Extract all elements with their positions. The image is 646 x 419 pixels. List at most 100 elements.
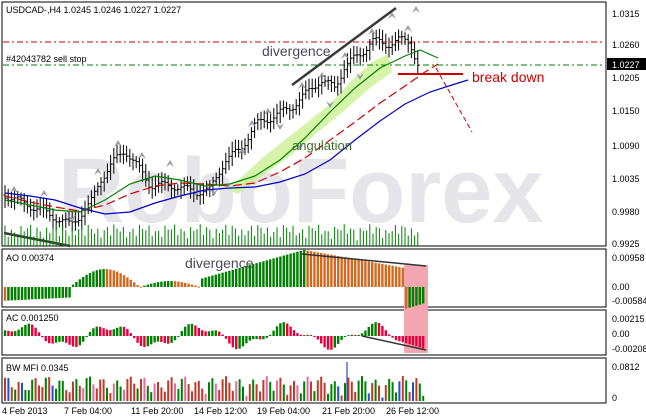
mfi-bar [21, 382, 23, 401]
ao-bar [303, 249, 306, 287]
mfi-bar [38, 385, 40, 401]
ao-bar [258, 262, 262, 287]
ac-bar [48, 336, 51, 344]
ao-bar [58, 287, 61, 299]
mfi-bar [116, 380, 119, 401]
mfi-bar [221, 379, 224, 401]
chart-title: USDCAD-,H4 1.0245 1.0246 1.0227 1.0227 [6, 5, 181, 15]
mfi-bar [269, 381, 272, 401]
mfi-bar [391, 382, 394, 401]
ac-bar [34, 327, 37, 336]
mfi-histogram [4, 362, 425, 401]
mfi-bar [412, 382, 414, 401]
ac-bar [54, 336, 58, 343]
mfi-bar [163, 391, 166, 401]
ac-bar [82, 336, 85, 342]
time-tick: 21 Feb 20:00 [322, 406, 375, 416]
ac-bar [354, 335, 357, 337]
ac-bar [306, 334, 309, 336]
ao-bar [231, 269, 234, 287]
fractal-arrow [10, 186, 18, 193]
mfi-bar [401, 376, 404, 401]
fractal-arrow [94, 168, 102, 175]
mfi-bar [310, 381, 312, 401]
ao-bar [37, 287, 41, 300]
ac-divergence-line [361, 335, 427, 351]
ao-bar [235, 268, 238, 287]
ao-bar [279, 256, 282, 287]
mfi-bar [31, 379, 34, 401]
mfi-bar [119, 386, 122, 401]
ac-bar [408, 336, 411, 345]
ao-bar [371, 262, 374, 287]
ac-bar [367, 326, 370, 336]
ao-bar [82, 276, 85, 287]
ao-bar [177, 281, 180, 287]
ac-bar [204, 331, 207, 336]
ao-bar [197, 286, 200, 288]
ac-bar [394, 336, 398, 341]
watermark: RoboForex [58, 140, 544, 242]
ac-bar [116, 327, 119, 336]
mfi-bar [140, 379, 142, 401]
ao-bar [20, 287, 24, 300]
order-label[interactable]: #42043782 sell stop [6, 54, 87, 64]
ao-bar [262, 261, 265, 287]
mfi-bar [395, 392, 397, 401]
mfi-bar [194, 382, 197, 401]
ac-bar [126, 329, 129, 336]
alligator-teeth-line [4, 63, 439, 212]
ac-bar [61, 336, 64, 342]
ac-bar [184, 326, 187, 336]
mfi-bar [289, 385, 292, 401]
ac-bar [156, 336, 160, 342]
ao-bar [54, 287, 58, 299]
ao-bar [299, 250, 302, 287]
ao-bar [340, 256, 343, 287]
ac-bar [350, 334, 353, 336]
ao-bar [422, 287, 425, 304]
ac-bar [24, 324, 27, 336]
ao-bar [78, 279, 81, 287]
ac-bar [371, 323, 374, 336]
time-tick: 19 Feb 04:00 [257, 406, 310, 416]
mfi-bar [85, 378, 88, 401]
ao-bar [224, 271, 228, 287]
ac-bar [27, 323, 30, 336]
mfi-bar [279, 377, 282, 401]
ao-bar [17, 287, 20, 301]
mfi-bar [245, 395, 248, 401]
ac-bar [422, 336, 425, 349]
mfi-bar [170, 377, 173, 401]
ao-bar [68, 287, 71, 298]
mfi-bar [330, 384, 333, 401]
time-tick: 14 Feb 12:00 [194, 406, 247, 416]
ao-bar [360, 260, 364, 287]
ac-bar [71, 336, 75, 347]
ao-bar [119, 273, 122, 287]
ac-bar [102, 328, 105, 336]
ao-bar [289, 253, 292, 287]
ac-bar [105, 329, 109, 336]
mfi-bar [55, 388, 57, 401]
mfi-bar [78, 385, 81, 401]
ao-bar [214, 274, 217, 287]
ao-bar [388, 265, 391, 287]
mfi-bar [422, 395, 425, 401]
ac-bar [303, 335, 306, 337]
mfi-bar [24, 389, 27, 401]
ao-bar [296, 251, 299, 287]
mfi-bar [129, 376, 132, 401]
ac-bar [333, 336, 336, 348]
mfi-bar [218, 389, 221, 401]
ac-bar [211, 330, 214, 336]
ac-bar [299, 334, 302, 336]
mfi-bar [259, 391, 261, 401]
alligator-jaw-line [4, 79, 469, 215]
ac-bar [405, 336, 408, 344]
ac-bar [20, 327, 24, 336]
ao-bar [228, 270, 231, 287]
ao-bar [241, 266, 245, 287]
time-tick: 7 Feb 04:00 [64, 406, 112, 416]
ac-bar [194, 325, 197, 336]
